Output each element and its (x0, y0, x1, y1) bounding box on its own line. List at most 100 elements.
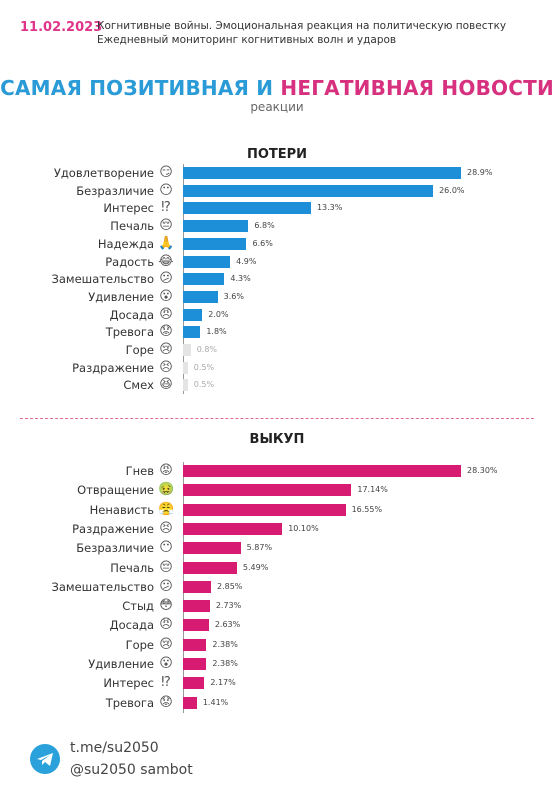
emotion-icon: 😔 (158, 560, 174, 576)
emotion-icon: 😠 (158, 307, 174, 323)
value-label: 16.55% (352, 501, 383, 519)
chart-title-buyout: ВЫКУП (0, 432, 554, 447)
emotion-icon: 😡 (158, 463, 174, 479)
emotion-icon: 😮 (158, 656, 174, 672)
emotion-icon: ⁉ (158, 675, 174, 691)
bar-row: Гнев😡28.30% (0, 462, 554, 480)
header-description: Когнитивные войны. Эмоциональная реакция… (97, 19, 506, 47)
value-label: 2.17% (210, 674, 235, 692)
category-label: Удивление (88, 655, 154, 673)
bar-row: Смех😆0.5% (0, 376, 554, 394)
bar (183, 167, 461, 179)
bar (183, 523, 282, 535)
bar (183, 344, 191, 356)
emotion-icon: 😳 (158, 598, 174, 614)
bar-row: Безразличие😶26.0% (0, 182, 554, 200)
bar-row: Интерес⁉ 13.3% (0, 199, 554, 217)
value-label: 28.9% (467, 164, 492, 182)
title-part-negative: НЕГАТИВНАЯ НОВОСТИ (280, 76, 553, 100)
value-label: 4.9% (236, 253, 256, 271)
bar (183, 291, 218, 303)
category-label: Гнев (126, 462, 154, 480)
bar (183, 504, 346, 516)
page-subtitle: реакции (0, 100, 554, 114)
category-label: Смех (123, 376, 154, 394)
emotion-icon: 🤢 (158, 482, 174, 498)
category-label: Интерес (103, 674, 154, 692)
category-label: Печаль (110, 559, 154, 577)
telegram-icon (30, 744, 60, 774)
bar-row: Досада😠2.63% (0, 616, 554, 634)
bar-row: Горе😢0.8% (0, 341, 554, 359)
bar (183, 326, 200, 338)
bar (183, 600, 210, 612)
category-label: Надежда (98, 235, 154, 253)
bar (183, 185, 433, 197)
emotion-icon: 😶 (158, 540, 174, 556)
value-label: 6.6% (252, 235, 272, 253)
emotion-icon: 😶 (158, 183, 174, 199)
bar (183, 238, 246, 250)
value-label: 0.8% (197, 341, 217, 359)
emotion-icon: ⁉ (158, 200, 174, 216)
bar-row: Тревога😟1.8% (0, 323, 554, 341)
value-label: 13.3% (317, 199, 342, 217)
bar (183, 658, 206, 670)
emotion-icon: 😢 (158, 342, 174, 358)
category-label: Тревога (106, 323, 154, 341)
bar-row: Удовлетворение😏28.9% (0, 164, 554, 182)
category-label: Удовлетворение (54, 164, 154, 182)
bar (183, 362, 188, 374)
bar-row: Интерес⁉ 2.17% (0, 674, 554, 692)
value-label: 0.5% (194, 359, 214, 377)
category-label: Тревога (106, 694, 154, 712)
value-label: 2.63% (215, 616, 240, 634)
emotion-icon: 😣 (158, 360, 174, 376)
telegram-link[interactable]: t.me/su2050 (70, 740, 159, 756)
emotion-icon: 😕 (158, 271, 174, 287)
header: 11.02.2023 Когнитивные войны. Эмоциональ… (0, 0, 554, 60)
bar-row: Ненависть😤16.55% (0, 501, 554, 519)
value-label: 4.3% (230, 270, 250, 288)
category-label: Стыд (122, 597, 154, 615)
value-label: 2.38% (212, 636, 237, 654)
bar-row: Печаль😔6.8% (0, 217, 554, 235)
category-label: Безразличие (76, 539, 154, 557)
telegram-bot[interactable]: @su2050 sambot (70, 762, 193, 778)
bar-row: Стыд😳 2.73% (0, 597, 554, 615)
emotion-icon: 😢 (158, 637, 174, 653)
bar-row: Горе😢2.38% (0, 636, 554, 654)
bar (183, 697, 197, 709)
chart-title-losses: ПОТЕРИ (0, 147, 554, 162)
bar-row: Удивление😮 2.38% (0, 655, 554, 673)
value-label: 10.10% (288, 520, 319, 538)
category-label: Замешательство (52, 578, 154, 596)
value-label: 0.5% (194, 376, 214, 394)
header-line-1: Когнитивные войны. Эмоциональная реакция… (97, 19, 506, 33)
bar-row: Безразличие😶5.87% (0, 539, 554, 557)
bar-row: Раздражение😣10.10% (0, 520, 554, 538)
bar (183, 202, 311, 214)
category-label: Раздражение (72, 520, 154, 538)
value-label: 5.49% (243, 559, 268, 577)
bar-row: Досада😠2.0% (0, 306, 554, 324)
bar (183, 619, 209, 631)
bar-row: Отвращение🤢17.14% (0, 481, 554, 499)
header-line-2: Ежедневный мониторинг когнитивных волн и… (97, 33, 506, 47)
page-title: САМАЯ ПОЗИТИВНАЯ И НЕГАТИВНАЯ НОВОСТИ (0, 76, 554, 100)
emotion-icon: 😕 (158, 579, 174, 595)
value-label: 2.73% (216, 597, 241, 615)
bar (183, 309, 202, 321)
bar (183, 484, 351, 496)
bar-row: Тревога😟1.41% (0, 694, 554, 712)
emotion-icon: 😟 (158, 695, 174, 711)
category-label: Интерес (103, 199, 154, 217)
bar (183, 542, 241, 554)
category-label: Досада (110, 616, 154, 634)
category-label: Печаль (110, 217, 154, 235)
bar (183, 677, 204, 689)
category-label: Замешательство (52, 270, 154, 288)
category-label: Досада (110, 306, 154, 324)
value-label: 2.38% (212, 655, 237, 673)
value-label: 1.8% (206, 323, 226, 341)
